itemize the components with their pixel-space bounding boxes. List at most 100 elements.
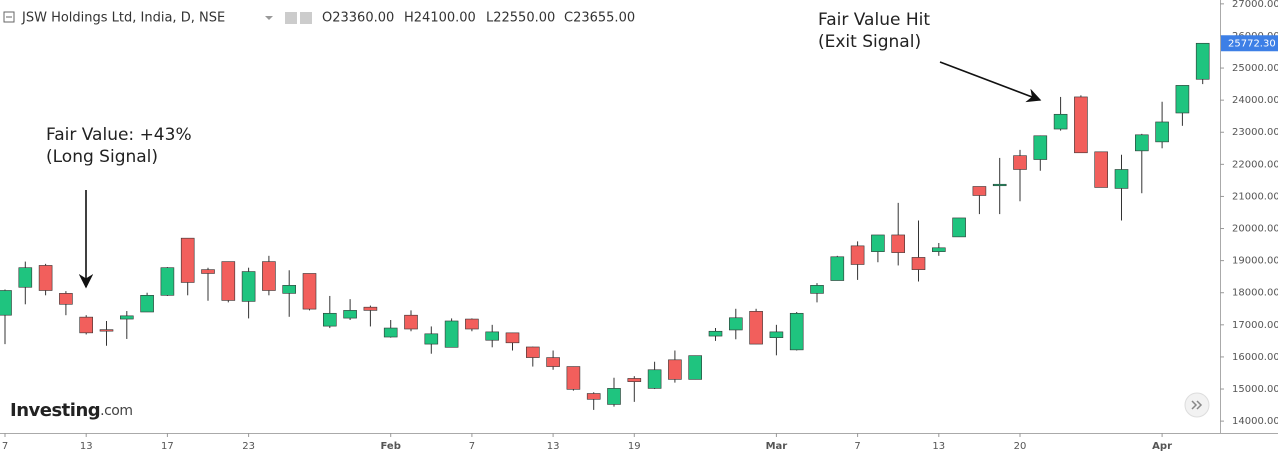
candle-body bbox=[465, 318, 479, 330]
candle-body bbox=[749, 311, 763, 345]
annotation-text: Fair Value Hit bbox=[818, 10, 930, 30]
candle-body bbox=[627, 378, 642, 382]
x-tick-label: 19 bbox=[628, 441, 641, 452]
candle-body bbox=[1074, 96, 1088, 154]
candle-body bbox=[424, 333, 439, 345]
x-tick-label: 23 bbox=[242, 441, 255, 452]
annotation-text: Fair Value: +43% bbox=[46, 125, 192, 145]
candle-body bbox=[931, 247, 946, 252]
candle-body bbox=[221, 261, 236, 301]
y-tick-label: 23000.00 bbox=[1232, 127, 1278, 138]
x-tick-label: 7 bbox=[2, 441, 8, 452]
candle-body bbox=[18, 267, 33, 288]
candle-body bbox=[1155, 121, 1169, 143]
legend-close: C23655.00 bbox=[564, 11, 635, 26]
candle-body bbox=[810, 285, 824, 294]
candle-body bbox=[444, 320, 459, 348]
candle-body bbox=[992, 183, 1007, 187]
candle-body bbox=[769, 331, 784, 338]
x-tick-label: 7 bbox=[854, 441, 860, 452]
candle-body bbox=[1195, 42, 1210, 80]
candle-body bbox=[1114, 169, 1129, 189]
candle-body bbox=[79, 316, 93, 334]
candle-body bbox=[952, 217, 966, 238]
candle-body bbox=[282, 285, 297, 294]
x-tick-label: Mar bbox=[766, 441, 788, 452]
last-price-label: 25772.30 bbox=[1228, 38, 1276, 49]
candle-body bbox=[180, 237, 195, 283]
candle-body bbox=[1135, 134, 1149, 152]
candle-body bbox=[688, 355, 703, 380]
candle-body bbox=[586, 393, 601, 400]
candle-body bbox=[871, 234, 885, 252]
annotation-text: (Long Signal) bbox=[46, 147, 158, 167]
collapse-icon[interactable] bbox=[3, 11, 15, 23]
y-tick-label: 14000.00 bbox=[1232, 416, 1278, 427]
candle-body bbox=[343, 310, 357, 319]
y-tick-label: 16000.00 bbox=[1232, 352, 1278, 363]
candle-body bbox=[404, 314, 418, 330]
x-tick-label: Feb bbox=[381, 441, 401, 452]
candle-body bbox=[505, 332, 520, 344]
legend-low: L22550.00 bbox=[486, 11, 555, 26]
y-tick-label: 17000.00 bbox=[1232, 320, 1278, 331]
candle-body bbox=[1013, 155, 1027, 170]
y-tick-label: 24000.00 bbox=[1232, 95, 1278, 106]
annotation-arrow bbox=[939, 61, 1042, 103]
candle-body bbox=[38, 265, 53, 291]
candle-body bbox=[99, 329, 114, 332]
logo: Investing.com bbox=[10, 400, 133, 421]
y-tick-label: 20000.00 bbox=[1232, 224, 1278, 235]
last-price-badge bbox=[1221, 35, 1278, 52]
candle-body bbox=[647, 369, 662, 389]
candle-body bbox=[789, 312, 804, 351]
candle-body bbox=[972, 186, 987, 196]
candle-body bbox=[201, 269, 215, 274]
x-tick-label: 13 bbox=[547, 441, 560, 452]
annotation-text: (Exit Signal) bbox=[818, 32, 921, 52]
y-tick-label: 19000.00 bbox=[1232, 256, 1278, 267]
candle-body bbox=[383, 327, 398, 338]
candle-body bbox=[911, 257, 926, 270]
x-tick-label: 7 bbox=[469, 441, 475, 452]
x-tick-label: 13 bbox=[932, 441, 945, 452]
candle-body bbox=[546, 357, 560, 367]
y-tick-label: 27000.00 bbox=[1232, 0, 1278, 10]
dropdown-icon[interactable] bbox=[265, 16, 273, 20]
candle-body bbox=[1094, 151, 1108, 188]
logo-suffix: .com bbox=[100, 403, 132, 419]
y-tick-label: 22000.00 bbox=[1232, 159, 1278, 170]
y-tick-label: 15000.00 bbox=[1232, 384, 1278, 395]
x-tick-label: 17 bbox=[161, 441, 174, 452]
candle-body bbox=[160, 267, 175, 296]
candle-body bbox=[891, 234, 906, 253]
y-tick-label: 21000.00 bbox=[1232, 191, 1278, 202]
legend-open: O23360.00 bbox=[322, 11, 394, 26]
candle-body bbox=[525, 346, 540, 358]
x-tick-label: 13 bbox=[80, 441, 93, 452]
scroll-right-icon bbox=[1191, 400, 1203, 410]
y-tick-label: 25000.00 bbox=[1232, 63, 1278, 74]
candle-body bbox=[566, 366, 581, 390]
candle-body bbox=[363, 306, 378, 311]
candle-body bbox=[1053, 113, 1068, 130]
logo-main: Investing bbox=[10, 400, 100, 421]
candle-body bbox=[0, 290, 12, 316]
eye-icon[interactable] bbox=[300, 12, 312, 24]
candle-body bbox=[302, 273, 317, 310]
settings-icon[interactable] bbox=[285, 12, 297, 24]
candle-body bbox=[607, 388, 621, 405]
legend-high: H24100.00 bbox=[404, 11, 476, 26]
candle-body bbox=[728, 317, 743, 331]
candle-body bbox=[59, 293, 73, 305]
candle-body bbox=[668, 359, 682, 380]
candle-body bbox=[322, 312, 337, 327]
candle-body bbox=[262, 261, 276, 291]
candle-body bbox=[485, 331, 500, 341]
x-tick-label: 20 bbox=[1014, 441, 1027, 452]
candle-body bbox=[708, 330, 723, 337]
x-tick-label: Apr bbox=[1152, 441, 1172, 452]
candle-body bbox=[1175, 85, 1190, 114]
